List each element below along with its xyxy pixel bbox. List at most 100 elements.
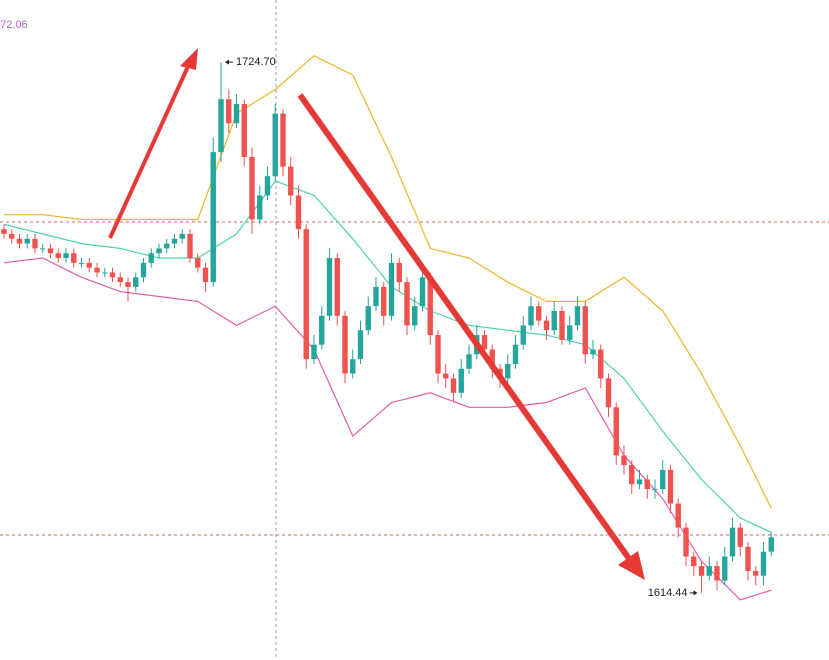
arrow-head	[618, 551, 645, 580]
candle-body	[24, 238, 30, 244]
candle-body	[334, 258, 340, 316]
band-line	[3, 180, 772, 533]
candle-body	[210, 152, 216, 283]
candle-body	[714, 566, 720, 581]
candle-body	[768, 537, 774, 552]
candle-body	[404, 282, 410, 326]
arrow-down	[297, 93, 633, 562]
candle-body	[40, 248, 46, 250]
candle-body	[450, 378, 457, 393]
candle-body	[148, 253, 154, 263]
candle-body	[140, 262, 147, 278]
candle-body	[590, 349, 596, 355]
candle-body	[1, 229, 7, 234]
candle-body	[109, 272, 116, 278]
candle-body	[55, 253, 61, 259]
label-arrow	[225, 59, 229, 65]
candle-body	[47, 248, 54, 254]
candle-body	[350, 359, 356, 374]
candle-body	[365, 306, 371, 331]
candle-body	[598, 349, 604, 379]
candle-body	[264, 176, 271, 196]
candle-body	[652, 489, 658, 491]
candle-body	[233, 103, 240, 124]
candle-body	[202, 267, 209, 283]
candle-body	[226, 99, 232, 124]
candle-body	[78, 262, 85, 264]
candle-body	[435, 335, 441, 374]
candle-body	[102, 272, 108, 274]
candle-body	[381, 286, 387, 316]
candle-body	[505, 363, 511, 379]
candle-body	[187, 233, 193, 259]
candle-body	[357, 330, 364, 360]
candle-body	[218, 99, 224, 153]
candle-body	[280, 113, 286, 167]
candle-body	[272, 113, 278, 177]
candle-body	[691, 556, 697, 567]
candle-body	[551, 310, 557, 331]
candle-body	[729, 527, 736, 557]
candle-body	[241, 103, 247, 157]
candle-body	[466, 354, 472, 369]
candle-body	[443, 373, 449, 379]
candle-body	[71, 253, 77, 263]
band-line	[4, 55, 772, 509]
candle-body	[574, 306, 581, 326]
arrow-head	[180, 48, 198, 70]
candle-body	[520, 325, 526, 345]
candle-body	[605, 378, 612, 408]
high-label: 1724.70	[236, 56, 276, 68]
candle-body	[295, 195, 302, 230]
candle-body	[257, 195, 263, 220]
candle-body	[179, 233, 185, 239]
arrow-up	[108, 61, 192, 239]
candle-body	[86, 262, 92, 268]
candle-body	[373, 286, 379, 307]
candle-body	[249, 156, 255, 220]
candle-body	[675, 503, 681, 528]
candle-body	[94, 267, 100, 273]
candle-body	[164, 243, 170, 249]
candle-body	[458, 368, 464, 393]
candle-body	[16, 238, 23, 244]
candle-body	[683, 527, 689, 557]
candle-body	[613, 407, 619, 456]
candle-body	[559, 310, 565, 340]
candle-body	[419, 277, 426, 307]
candle-body	[698, 566, 705, 576]
label-arrow	[693, 590, 698, 596]
arrows	[108, 48, 645, 580]
candle-body	[636, 479, 643, 485]
indicator-label: 672.06	[0, 19, 28, 31]
candle-body	[63, 253, 69, 259]
candle-body	[753, 570, 759, 576]
candle-body	[9, 233, 15, 239]
candle-body	[133, 277, 139, 287]
candle-body	[481, 335, 488, 350]
candle-body	[536, 306, 542, 321]
candle-body	[342, 315, 348, 374]
candle-body	[760, 551, 767, 576]
candle-body	[427, 277, 433, 336]
candle-body	[32, 238, 38, 249]
candle-body	[412, 306, 418, 326]
candle-body	[722, 556, 728, 581]
candle-body	[171, 238, 178, 244]
candle-body	[706, 566, 712, 576]
candle-body	[388, 262, 395, 316]
candle-body	[621, 455, 627, 466]
candle-body	[543, 320, 550, 331]
candle-body	[745, 546, 751, 571]
candle-body	[326, 258, 333, 316]
candle-body	[667, 469, 674, 504]
candle-body	[489, 349, 495, 369]
candle-body	[528, 306, 534, 326]
low-label: 1614.44	[648, 587, 688, 599]
candle-body	[319, 315, 325, 345]
band-line	[3, 257, 772, 601]
candle-body	[156, 248, 162, 254]
candle-body	[512, 344, 519, 364]
